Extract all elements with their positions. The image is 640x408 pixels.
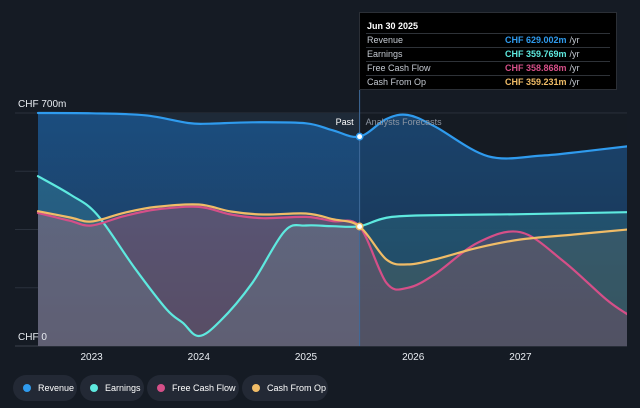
- legend-item-cash-from-op[interactable]: Cash From Op: [242, 375, 328, 401]
- y-axis-top-label: CHF 700m: [18, 99, 66, 110]
- legend-label: Revenue: [38, 383, 75, 393]
- y-axis-bottom-label: CHF 0: [18, 332, 47, 343]
- tooltip-label: Revenue: [367, 35, 404, 45]
- tooltip-label: Free Cash Flow: [367, 63, 431, 73]
- cash-from-op-line: [36, 203, 627, 266]
- tooltip-value: CHF 358.868m: [505, 63, 567, 73]
- legend-label: Cash From Op: [267, 383, 327, 393]
- free-cash-flow-area: [38, 206, 627, 346]
- x-tick-label: 2025: [295, 352, 318, 363]
- cash-from-op-dot-icon: [252, 384, 260, 392]
- tooltip-unit: /yr: [569, 63, 580, 73]
- x-tick-label: 2023: [80, 352, 103, 363]
- tooltip-value: CHF 629.002m: [505, 35, 567, 45]
- legend-item-earnings[interactable]: Earnings: [80, 375, 144, 401]
- tooltip-row-free-cash-flow: Free Cash Flow CHF 358.868m /yr: [366, 61, 610, 75]
- legend-item-free-cash-flow[interactable]: Free Cash Flow: [147, 375, 239, 401]
- revenue-marker: [355, 132, 364, 141]
- tooltip-unit: /yr: [569, 49, 580, 59]
- past-label: Past: [336, 117, 355, 127]
- revenue-line: [36, 111, 627, 160]
- tooltip-unit: /yr: [569, 35, 580, 45]
- tooltip-row-revenue: Revenue CHF 629.002m /yr: [366, 33, 610, 47]
- tooltip-value: CHF 359.769m: [505, 49, 567, 59]
- tooltip-unit: /yr: [569, 77, 580, 87]
- x-tick-label: 2027: [509, 352, 532, 363]
- legend-label: Free Cash Flow: [172, 383, 236, 393]
- revenue-dot-icon: [23, 384, 31, 392]
- x-tick-label: 2026: [402, 352, 425, 363]
- legend-label: Earnings: [105, 383, 141, 393]
- forecast-shade: [359, 113, 627, 346]
- legend-item-revenue[interactable]: Revenue: [13, 375, 77, 401]
- tooltip-panel: Jun 30 2025 Revenue CHF 629.002m /yr Ear…: [359, 12, 617, 90]
- tooltip-label: Cash From Op: [367, 77, 427, 87]
- tooltip-row-cash-from-op: Cash From Op CHF 359.231m /yr: [366, 75, 610, 89]
- forecast-label: Analysts Forecasts: [366, 117, 443, 127]
- x-tick-label: 2024: [188, 352, 211, 363]
- revenue-area: [38, 113, 627, 346]
- tooltip-value: CHF 359.231m: [505, 77, 567, 87]
- tooltip-date: Jun 30 2025: [367, 21, 419, 31]
- cash-from-op-area: [38, 204, 627, 346]
- cash-from-op-marker: [355, 222, 364, 231]
- earnings-line: [36, 175, 627, 338]
- free-cash-flow-line: [36, 205, 627, 316]
- earnings-area: [38, 176, 627, 346]
- tooltip-label: Earnings: [367, 49, 403, 59]
- earnings-dot-icon: [90, 384, 98, 392]
- tooltip-row-earnings: Earnings CHF 359.769m /yr: [366, 47, 610, 61]
- free-cash-flow-dot-icon: [157, 384, 165, 392]
